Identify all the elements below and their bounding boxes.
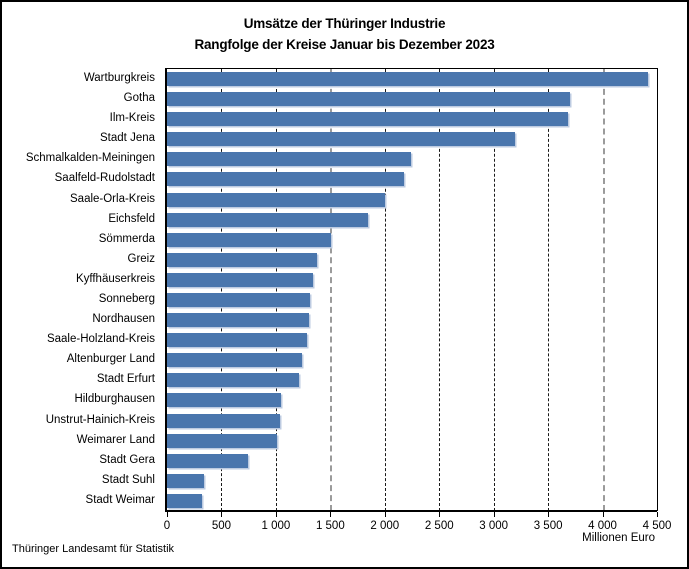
axis-unit-label: Millionen Euro <box>582 532 655 544</box>
bar <box>167 393 282 408</box>
axis-tick-label: 4 500 <box>642 520 672 532</box>
category-label: Saale-Orla-Kreis <box>70 192 155 205</box>
axis-tick-label: 3 500 <box>533 520 563 532</box>
axis-tick <box>384 512 386 517</box>
category-label: Eichsfeld <box>108 212 155 225</box>
gridline <box>548 69 550 511</box>
bar <box>167 333 308 348</box>
category-label: Hildburghausen <box>74 393 155 406</box>
axis-tick-label: 0 <box>163 520 171 532</box>
axis-tick-label: 2 000 <box>370 520 400 532</box>
axis-tick <box>221 512 223 517</box>
axis-tick <box>493 512 495 517</box>
category-label: Nordhausen <box>92 313 155 326</box>
category-label: Gotha <box>123 92 155 105</box>
category-label: Stadt Gera <box>99 453 155 466</box>
y-axis-line <box>165 68 167 512</box>
bar <box>167 92 570 107</box>
category-label: Weimarer Land <box>76 433 155 446</box>
bar <box>167 252 318 267</box>
axis-tick <box>657 512 658 517</box>
bar <box>167 72 649 86</box>
bar <box>167 272 313 287</box>
bar <box>167 293 310 307</box>
category-label: Wartburgkreis <box>83 72 155 85</box>
axis-tick <box>330 512 332 517</box>
bar <box>167 453 248 468</box>
bar <box>167 313 309 328</box>
category-label: Ilm-Kreis <box>109 112 155 125</box>
axis-tick-label: 4 000 <box>588 520 617 532</box>
chart-title: Umsätze der Thüringer Industrie <box>243 16 446 31</box>
axis-tick-label: 500 <box>211 520 232 532</box>
axis-tick <box>275 512 277 517</box>
category-label: Greiz <box>127 252 155 265</box>
x-axis-line <box>165 510 657 512</box>
gridline <box>439 69 441 511</box>
gridline <box>384 69 386 511</box>
plot-area <box>167 68 658 511</box>
category-label: Saale-Holzland-Kreis <box>46 333 155 346</box>
axis-tick-label: 2 500 <box>424 520 454 532</box>
category-label: Kyffhäuserkreis <box>75 272 155 285</box>
bar <box>167 132 516 147</box>
axis-tick-label: 1 000 <box>261 520 291 532</box>
y-axis-labels: Wartburgkreis Gotha Ilm-Kreis Stadt Jena Sch… <box>2 68 161 510</box>
axis-tick <box>548 512 550 517</box>
bar <box>167 232 332 247</box>
bar <box>167 373 299 388</box>
axis-tick-label: 3 000 <box>479 520 509 532</box>
bar <box>167 212 369 227</box>
axis-tick <box>602 512 604 517</box>
category-label: Unstrut-Hainich-Kreis <box>45 413 155 426</box>
gridline <box>602 69 605 511</box>
bar <box>167 493 202 508</box>
axis-tick-label: 1 500 <box>315 520 345 532</box>
bar <box>167 172 405 187</box>
bar <box>167 353 303 368</box>
axis-tick <box>439 512 441 517</box>
bar <box>167 413 281 428</box>
bar <box>167 433 277 448</box>
category-label: Stadt Weimar <box>85 493 155 506</box>
category-label: Schmalkalden-Meiningen <box>25 152 155 165</box>
gridline <box>493 69 495 511</box>
category-label: Stadt Erfurt <box>96 373 155 386</box>
bar <box>167 112 568 127</box>
bar <box>167 192 385 207</box>
x-axis: 0 500 1 000 1 500 2 000 2 500 3 000 3 500 4 000 4… <box>163 512 671 552</box>
chart-subtitle: Rangfolge der Kreise Januar bis Dezember… <box>194 37 495 52</box>
category-label: Sonneberg <box>98 293 155 306</box>
axis-tick <box>167 512 168 517</box>
bar <box>167 473 205 488</box>
chart-title-block: Umsätze der Thüringer Industrie Rangfolg… <box>2 13 687 55</box>
category-label: Stadt Jena <box>100 132 155 145</box>
category-label: Saalfeld-Rudolstadt <box>54 172 155 185</box>
source-label: Thüringer Landesamt für Statistik <box>12 543 175 555</box>
bar <box>167 152 411 167</box>
category-label: Stadt Suhl <box>101 473 155 486</box>
gridline <box>221 69 223 511</box>
gridline <box>275 69 277 511</box>
category-label: Altenburger Land <box>66 353 155 366</box>
gridline <box>330 69 333 511</box>
category-label: Sömmerda <box>98 232 155 245</box>
